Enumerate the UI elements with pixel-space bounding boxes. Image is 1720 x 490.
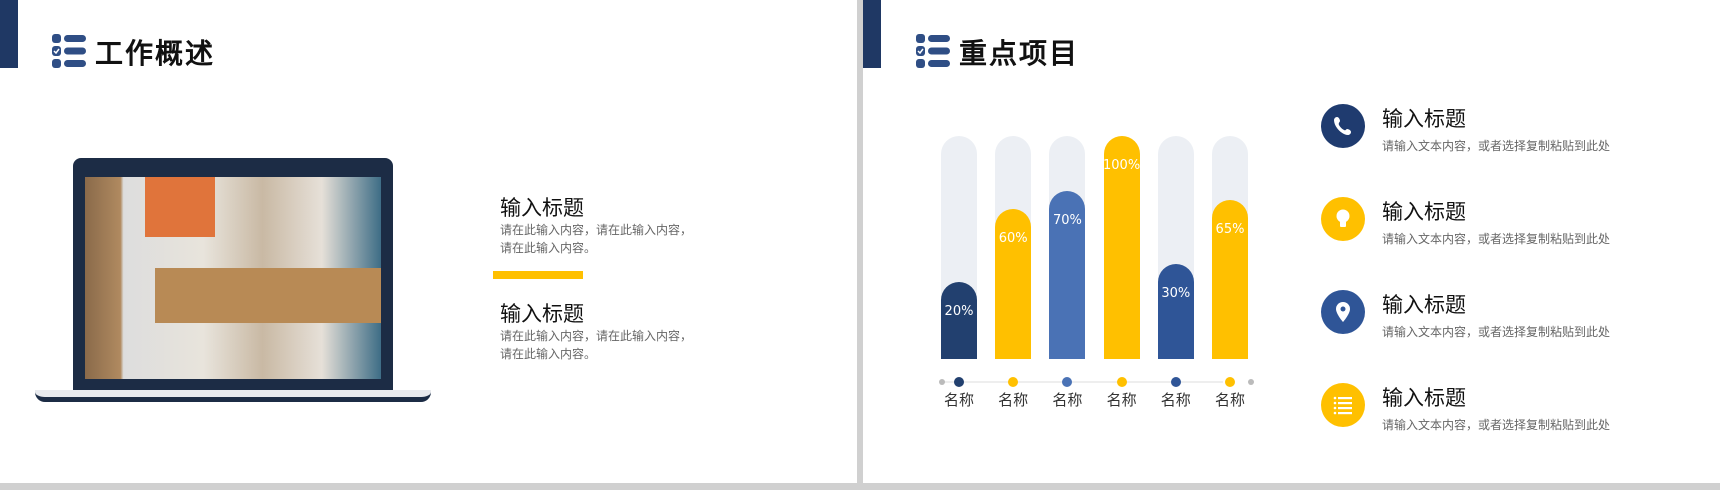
bar [1049,190,1086,359]
header-accent-bar [0,0,18,68]
laptop-image [35,158,431,404]
bar-chart: 20% 名称 60% 名称 70% 名称 100% 名称 30% 名称 65% 名称 [863,0,1323,483]
checklist-icon [52,34,86,68]
bar-value-label: 20% [944,304,974,320]
bar [941,282,977,359]
slide-work-overview: 工作概述 输入标题 请在此输入内容，请在此输入内容，请在此输入内容。 输入标题 … [0,0,857,483]
page-title: 重点项目 [959,37,1080,70]
item-title: 输入标题 [1382,107,1466,131]
bar [1212,200,1248,359]
item-desc: 请输入文本内容，或者选择复制粘贴到此处 [1382,325,1611,339]
category-label: 名称 [943,391,974,409]
location-pin-badge [1321,290,1365,334]
category-label: 名称 [1160,391,1191,409]
bar-value-label: 65% [1215,222,1245,238]
checklist-icon [916,34,950,68]
category-label: 名称 [998,391,1029,409]
bar [1103,136,1140,359]
header-accent-bar [863,0,881,68]
phone-badge [1321,104,1365,148]
item-desc-1: 请在此输入内容，请在此输入内容，请在此输入内容。 [500,223,693,255]
axis-dot [1008,377,1019,387]
divider-bar [493,271,583,279]
item-desc-2: 请在此输入内容，请在此输入内容，请在此输入内容。 [500,329,693,361]
axis-dot [1062,377,1073,387]
item-title-1: 输入标题 [500,196,584,220]
lightbulb-badge [1321,197,1365,241]
axis-dot [1116,377,1127,387]
item-title: 输入标题 [1382,386,1466,410]
item-desc: 请输入文本内容，或者选择复制粘贴到此处 [1382,139,1611,153]
axis-dot [1225,377,1235,387]
bar [995,209,1032,359]
category-label: 名称 [1052,391,1083,409]
item-desc: 请输入文本内容，或者选择复制粘贴到此处 [1382,232,1611,246]
phone-icon [1334,117,1351,135]
location-pin-icon [1336,302,1350,322]
category-label: 名称 [1106,391,1137,409]
axis-dot [954,377,964,387]
item-title: 输入标题 [1382,200,1466,224]
lightbulb-icon [1336,209,1350,227]
axis-dot [1170,377,1181,387]
bar-value-label: 60% [998,231,1028,247]
bar-value-label: 30% [1161,286,1191,302]
list-icon [1333,396,1352,415]
bar [1157,264,1194,359]
item-desc: 请输入文本内容，或者选择复制粘贴到此处 [1382,418,1611,432]
bar-value-label: 70% [1052,212,1082,228]
page-title: 工作概述 [95,37,216,70]
category-label: 名称 [1214,391,1245,409]
item-title-2: 输入标题 [500,302,584,326]
list-badge [1321,383,1365,427]
bar-value-label: 100% [1103,158,1141,173]
item-title: 输入标题 [1382,293,1466,317]
slide-key-projects: 重点项目 20% 名称 60% 名称 70% 名称 100% 名称 30% 名称 65% 名称 输入标… [863,0,1720,483]
